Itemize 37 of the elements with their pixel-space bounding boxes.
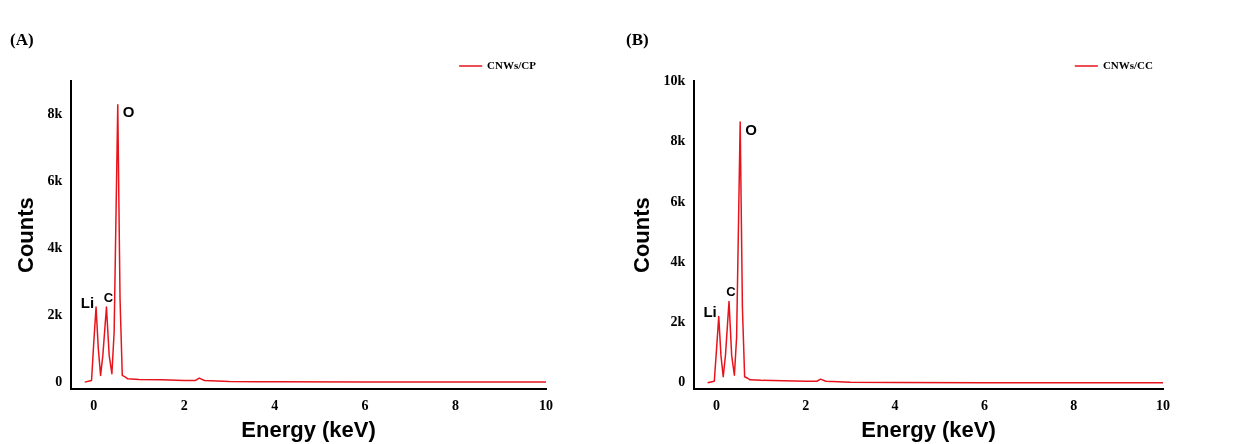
- y-tick-label: 4k: [47, 240, 63, 256]
- annotation: C: [103, 290, 114, 306]
- x-tick-label: 8: [1070, 397, 1078, 413]
- x-tick-label: 0: [90, 397, 98, 413]
- y-tick-label: 8k: [47, 106, 63, 122]
- x-tick-label: 10: [539, 397, 553, 413]
- y-tick-label: 4k: [670, 253, 686, 269]
- annotation: O: [745, 120, 758, 138]
- y-tick-label: 10k: [663, 73, 686, 89]
- legend-label: CNWs/CP: [487, 58, 537, 71]
- chart-title: (B): [626, 29, 649, 49]
- y-tick-label: 0: [55, 373, 63, 389]
- y-axis-title: Counts: [13, 197, 39, 273]
- x-tick-label: 0: [713, 397, 721, 413]
- y-tick-label: 2k: [670, 314, 686, 330]
- y-tick-label: 6k: [47, 173, 63, 189]
- x-tick-label: 8: [452, 397, 460, 413]
- annotation: Li: [703, 303, 717, 321]
- x-tick-label: 6: [361, 397, 369, 413]
- annotation: C: [726, 284, 737, 300]
- x-tick-label: 4: [891, 397, 899, 413]
- y-axis-title: Counts: [629, 197, 655, 273]
- x-tick-label: 2: [802, 397, 810, 413]
- y-tick-label: 2k: [47, 306, 63, 322]
- chart-title: (A): [10, 29, 34, 49]
- x-axis-title: Energy (keV): [241, 416, 376, 442]
- legend-label: CNWs/CC: [1102, 58, 1154, 71]
- y-tick-label: 6k: [670, 193, 686, 209]
- y-tick-label: 0: [678, 374, 686, 390]
- annotation: Li: [80, 293, 95, 311]
- annotation: O: [122, 103, 135, 121]
- y-tick-label: 8k: [670, 133, 686, 149]
- x-tick-label: 6: [980, 397, 988, 413]
- x-tick-label: 10: [1156, 397, 1170, 413]
- x-axis-title: Energy (keV): [861, 416, 996, 442]
- x-tick-label: 2: [180, 397, 188, 413]
- x-tick-label: 4: [271, 397, 279, 413]
